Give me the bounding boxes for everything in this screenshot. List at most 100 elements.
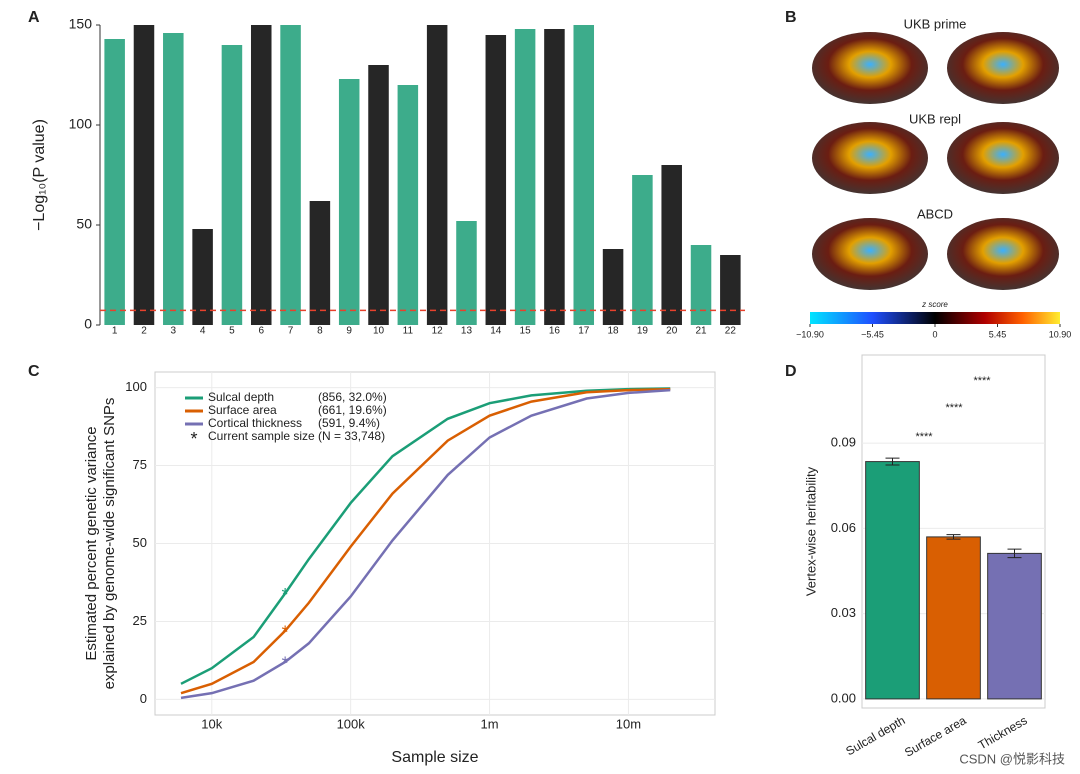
x-tick-label: 14	[490, 326, 502, 337]
significance-label: ****	[915, 431, 933, 443]
x-tick-label: 4	[200, 326, 206, 337]
legend-label: Sulcal depth	[208, 390, 274, 404]
peak	[104, 39, 125, 325]
peak	[720, 255, 741, 325]
line	[180, 387, 671, 695]
peak	[250, 25, 272, 325]
x-tick-label: 11	[403, 326, 414, 337]
colorbar-title: z score	[921, 300, 948, 309]
bar	[865, 461, 920, 700]
y-tick-label: 25	[133, 613, 147, 628]
x-tick-label: 10m	[616, 716, 641, 731]
x-tick-label: 13	[461, 326, 473, 337]
watermark: CSDN @悦影科技	[959, 751, 1065, 766]
line	[180, 387, 671, 685]
peak	[221, 45, 243, 325]
y-tick-label: 0.09	[831, 435, 856, 450]
x-tick-label: 2	[141, 326, 147, 337]
panel-letter: B	[785, 9, 797, 26]
x-tick-label: 18	[608, 326, 620, 337]
error-bar	[946, 534, 961, 540]
x-tick-label: 1m	[481, 716, 499, 731]
colorbar-tick-label: 10.90	[1049, 329, 1072, 339]
colorbar	[810, 312, 1060, 324]
x-tick-label: 16	[549, 326, 561, 337]
x-tick-label: 100k	[337, 716, 366, 731]
legend-label: Cortical thickness	[208, 416, 302, 430]
y-tick-label: 0	[140, 691, 147, 706]
x-tick-label: 5	[229, 326, 235, 337]
legend-label: Current sample size (N = 33,748)	[208, 429, 385, 443]
significance-label: ****	[973, 375, 991, 387]
peak	[133, 25, 155, 325]
legend-note: (591, 9.4%)	[318, 416, 380, 430]
y-axis-label: Estimated percent genetic variance	[83, 426, 100, 660]
x-tick-label: 12	[432, 326, 444, 337]
bar	[987, 552, 1042, 700]
x-tick-label: 6	[258, 326, 264, 337]
y-tick-label: 100	[125, 379, 147, 394]
y-axis-label: explained by genome-wide significant SNP…	[101, 398, 118, 690]
y-tick-label: 0.00	[831, 690, 856, 705]
current-marker: *	[282, 585, 289, 605]
peak	[632, 175, 653, 325]
peak	[456, 221, 477, 325]
panel-letter: A	[28, 9, 40, 26]
x-tick-label: 15	[520, 326, 532, 337]
x-tick-label: 8	[317, 326, 323, 337]
y-tick-label: 75	[133, 457, 147, 472]
colorbar-tick-label: 5.45	[989, 329, 1007, 339]
peak	[280, 25, 301, 325]
error-bar	[1007, 548, 1022, 559]
x-tick-label: 10k	[201, 716, 222, 731]
peak	[192, 229, 213, 325]
current-marker: *	[282, 623, 289, 643]
y-tick-label: 150	[69, 16, 93, 32]
x-tick-label: Thickness	[976, 713, 1030, 752]
x-tick-label: 10	[373, 326, 385, 337]
x-tick-label: 17	[578, 326, 590, 337]
brain-images	[812, 32, 1059, 290]
y-tick-label: 0	[84, 316, 92, 332]
peak	[426, 25, 448, 325]
legend-note: (661, 19.6%)	[318, 403, 387, 417]
current-marker: *	[282, 654, 289, 674]
map-label: UKB prime	[904, 16, 967, 31]
peak	[602, 249, 624, 325]
panel-letter: C	[28, 363, 40, 380]
colorbar-tick-label: 0	[932, 329, 937, 339]
bar	[926, 536, 981, 700]
x-tick-label: 1	[112, 326, 118, 337]
peak	[368, 65, 389, 325]
colorbar-tick-label: −10.90	[796, 329, 824, 339]
significance-label: ****	[945, 402, 963, 414]
peak	[661, 165, 682, 325]
legend-note: (856, 32.0%)	[318, 390, 387, 404]
map-label: ABCD	[917, 206, 953, 221]
colorbar-tick-label: −5.45	[861, 329, 884, 339]
legend-marker: *	[190, 429, 197, 449]
x-tick-label: 22	[725, 326, 737, 337]
panel-letter: D	[785, 363, 797, 380]
peak	[573, 25, 595, 325]
error-bar	[885, 457, 900, 466]
x-tick-label: 7	[288, 326, 294, 337]
peak	[690, 245, 712, 325]
peak	[485, 35, 507, 325]
x-tick-label: 21	[695, 326, 707, 337]
peak	[163, 33, 184, 325]
peak	[309, 201, 331, 325]
x-tick-label: 9	[346, 326, 352, 337]
peak	[397, 85, 419, 325]
x-tick-label: 20	[666, 326, 678, 337]
line	[180, 388, 671, 700]
y-tick-label: 0.06	[831, 520, 856, 535]
x-tick-label: 19	[637, 326, 649, 337]
legend-label: Surface area	[208, 403, 277, 417]
y-tick-label: 50	[133, 535, 147, 550]
y-tick-label: 0.03	[831, 605, 856, 620]
peak	[514, 29, 536, 325]
y-tick-label: 100	[69, 116, 93, 132]
x-tick-label: 3	[171, 326, 177, 337]
